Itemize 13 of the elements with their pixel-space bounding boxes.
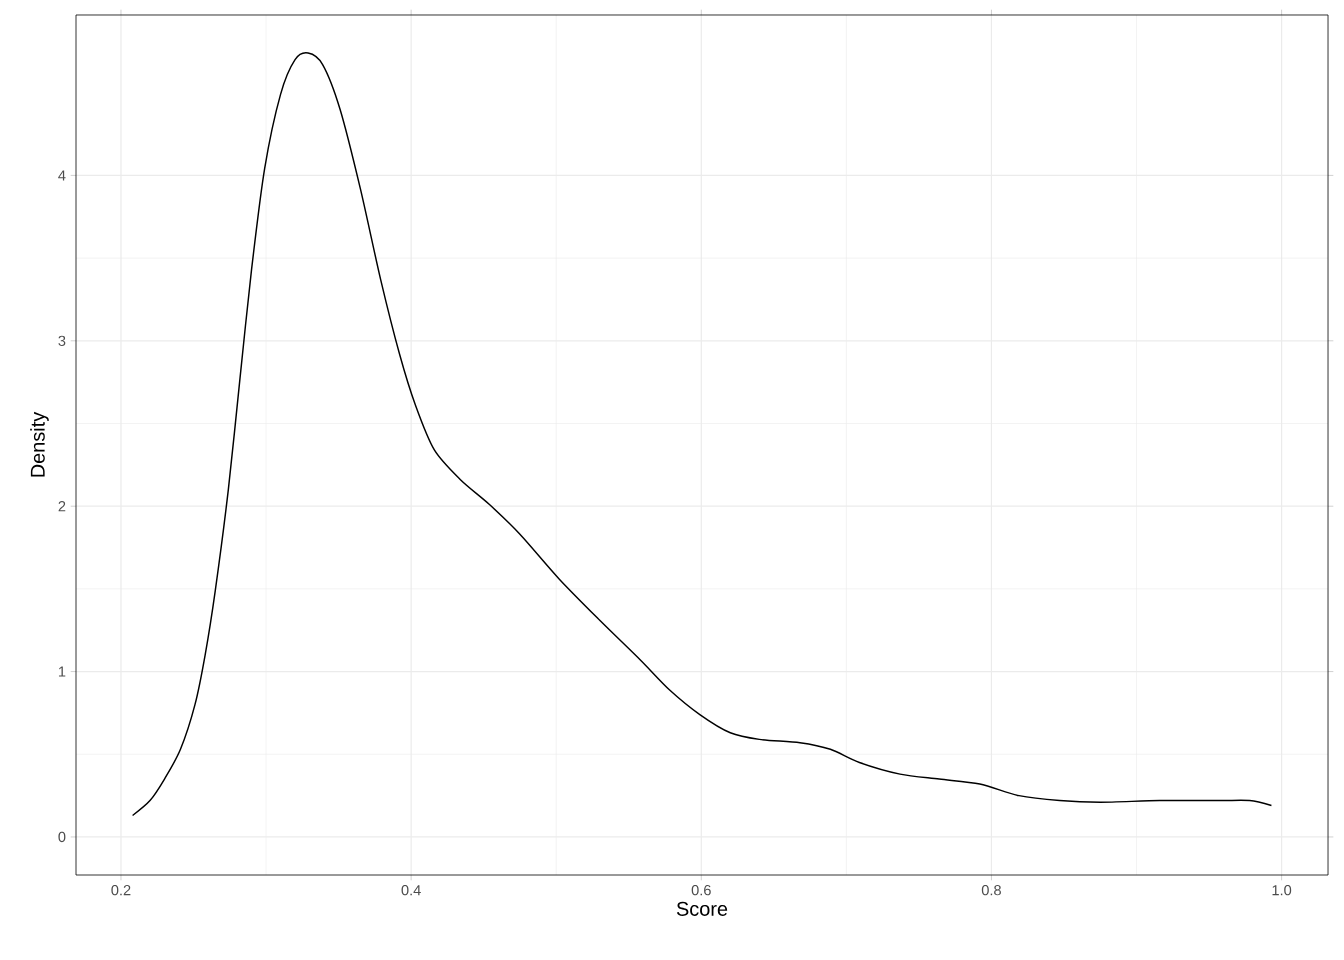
y-tick-label: 4 [58,170,66,181]
y-tick-label: 1 [58,666,66,677]
x-axis-title: Score [676,901,728,916]
y-tick-label: 2 [58,501,66,512]
x-tick-label: 0.6 [691,885,711,896]
x-tick-label: 0.8 [981,885,1001,896]
x-tick-label: 0.4 [401,885,421,896]
x-tick-label: 0.2 [111,885,131,896]
y-tick-label: 0 [58,831,66,843]
y-axis-title: Density [30,411,49,477]
x-tick-label: 1.0 [1272,885,1292,896]
line-series [131,52,1273,817]
y-tick-label: 3 [58,335,66,346]
